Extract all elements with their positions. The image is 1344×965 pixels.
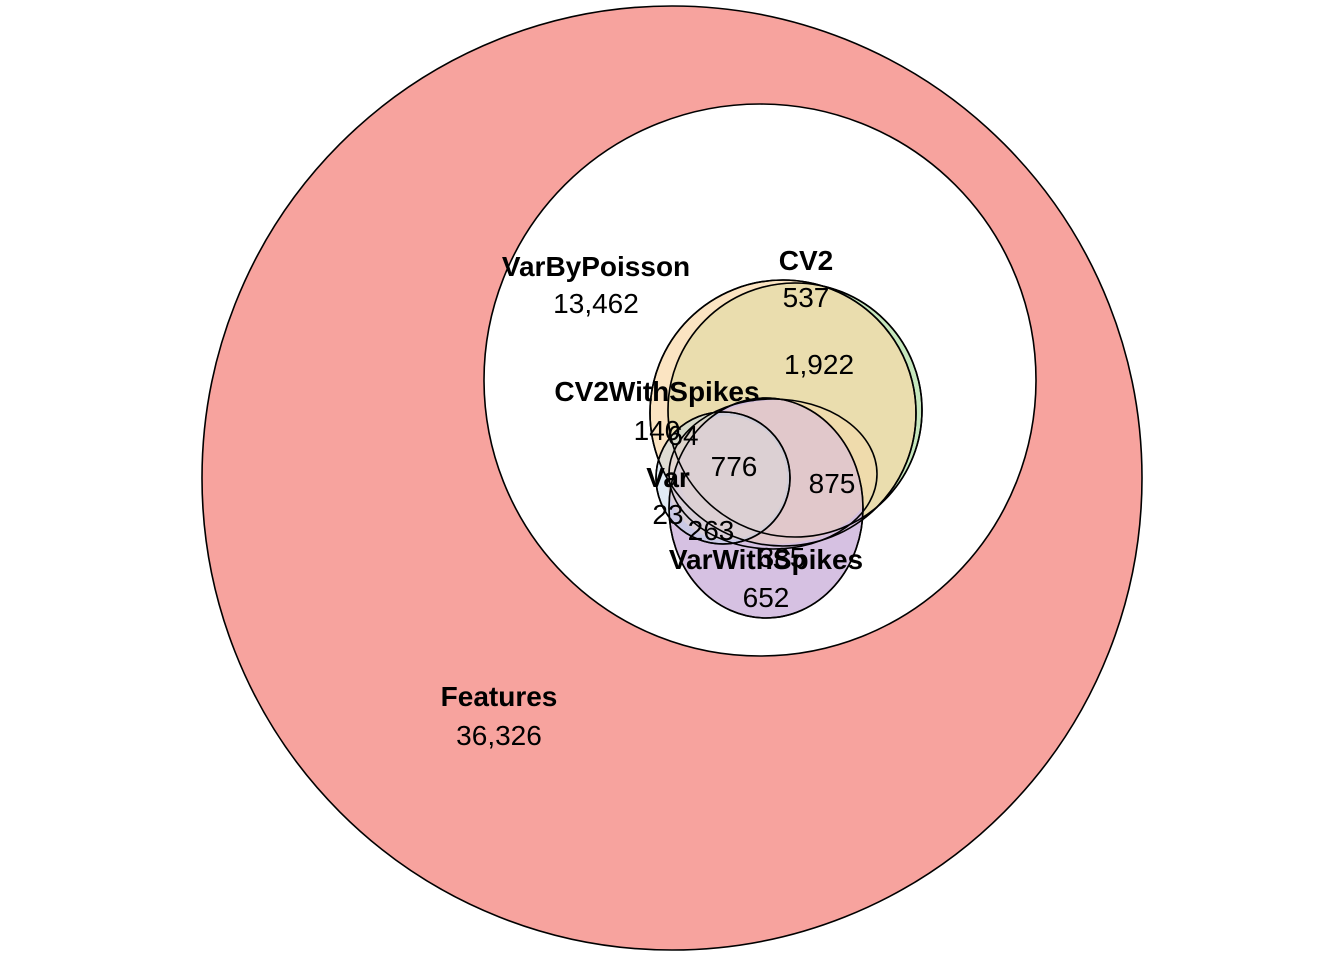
var-outline [655,411,791,545]
region-counts: 36,326 13,462 537 1,922 140 64 776 875 2… [456,282,855,751]
count-varbypoisson-only: 13,462 [553,288,639,319]
cv2-outline [667,282,923,538]
set-circles [201,5,1143,951]
count-cv2-only: 537 [783,282,830,313]
features-label: Features [441,681,558,712]
count-cv2withspikes-varwithspikes: 875 [809,468,856,499]
count-var-varwithspikes: 263 [688,515,735,546]
count-var-core: 776 [711,451,758,482]
count-cv2withspikes-only: 140 [634,415,681,446]
count-cv2withspikes-var: 64 [667,420,698,451]
count-cv2-cv2withspikes: 1,922 [784,349,854,380]
count-varwithspikes-only: 652 [743,582,790,613]
varbypoisson-label: VarByPoisson [502,251,690,282]
count-var-only: 23 [652,499,683,530]
cv2withspikes-outline [649,279,917,547]
var-core-shade [667,416,787,540]
set-labels: Features VarByPoisson CV2 CV2WithSpikes … [441,245,863,712]
cv2-label: CV2 [779,245,833,276]
var-label: Var [646,462,690,493]
count-varwithspikes-cv2withspikes: 385 [759,542,806,573]
varwithspikes-outline [668,397,864,619]
count-features-only: 36,326 [456,720,542,751]
cv2withspikes-label: CV2WithSpikes [554,376,759,407]
varwithspikes-label: VarWithSpikes [669,544,863,575]
